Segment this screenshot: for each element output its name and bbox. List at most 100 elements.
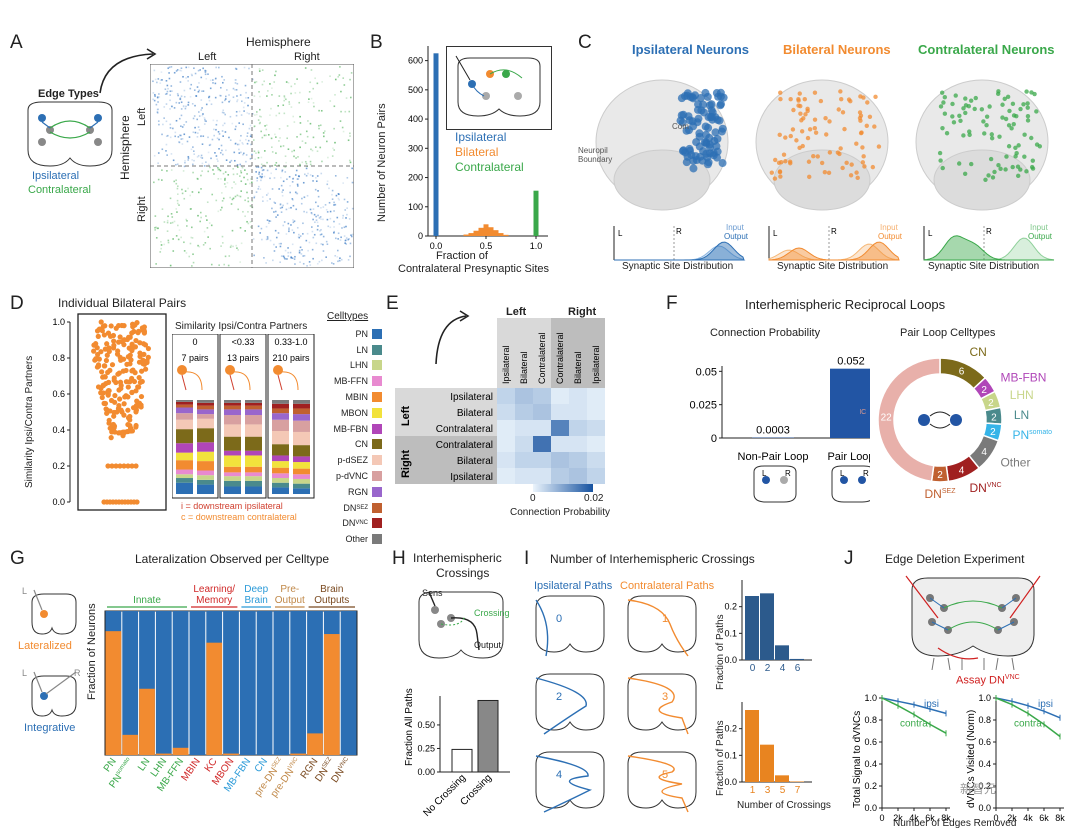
matrix-cell	[266, 161, 268, 164]
neuron-blob	[802, 97, 807, 102]
neuron-blob	[1022, 132, 1027, 137]
matrix-cell	[207, 163, 210, 166]
matrix-cell	[212, 79, 214, 81]
matrix-cell	[345, 239, 347, 242]
matrix-cell	[320, 228, 322, 231]
d-celltype-legend: PN LN LHN MB-FFN MBIN MBON MB-FBN CN p-dSEZ p-dVN…	[322, 326, 382, 547]
e-heat-cell	[551, 404, 569, 420]
matrix-cell	[275, 216, 277, 218]
d-stack-segment	[176, 478, 193, 483]
matrix-cell	[266, 219, 269, 221]
matrix-cell	[193, 159, 195, 162]
d-bin-label: <0.33	[232, 337, 255, 347]
b-xtick-label: 1.0	[530, 241, 543, 251]
matrix-cell	[175, 70, 178, 72]
matrix-cell	[278, 112, 281, 115]
matrix-cell	[178, 117, 181, 120]
matrix-cell	[231, 122, 234, 125]
matrix-cell	[221, 75, 223, 78]
celltype-legend-row: p-dVNC	[322, 468, 382, 484]
g-integrative-bar	[189, 611, 206, 755]
matrix-cell	[301, 249, 303, 251]
matrix-cell	[183, 197, 186, 200]
matrix-cell	[329, 217, 332, 220]
matrix-cell	[165, 103, 168, 105]
matrix-cell	[185, 121, 188, 123]
neuron-blob	[979, 107, 985, 112]
matrix-cell	[281, 206, 284, 209]
d-swarm-dot	[102, 346, 108, 352]
g-integrative-bar	[273, 611, 290, 755]
matrix-cell	[218, 66, 220, 69]
neuron-blob	[1002, 96, 1007, 102]
d-stack-segment	[245, 486, 262, 494]
neuron-blob	[713, 153, 722, 162]
matrix-cell	[258, 108, 261, 111]
neuron-blob	[876, 144, 882, 149]
neuron-blob	[701, 122, 710, 131]
matrix-cell	[189, 95, 192, 98]
matrix-cell	[207, 170, 210, 173]
e-heat-cell	[569, 468, 587, 484]
matrix-cell	[168, 77, 171, 80]
matrix-cell	[334, 141, 336, 144]
matrix-cell	[226, 181, 229, 184]
celltype-legend-row: MB-FFN	[322, 373, 382, 389]
matrix-cell	[167, 215, 169, 218]
matrix-cell	[204, 118, 206, 121]
celltype-legend-row: p-dSEZ	[322, 452, 382, 468]
matrix-cell	[285, 81, 288, 83]
d-bin-frame	[219, 334, 267, 499]
matrix-cell	[207, 236, 209, 238]
matrix-cell	[261, 196, 264, 198]
d-swarm-dot	[101, 332, 107, 338]
d-stack-segment	[245, 466, 262, 473]
e-heat-cell	[533, 404, 551, 420]
matrix-cell	[315, 219, 318, 222]
matrix-cell	[177, 136, 180, 138]
matrix-cell	[241, 142, 244, 144]
matrix-cell	[234, 143, 237, 145]
matrix-cell	[310, 148, 312, 151]
neuron-blob	[953, 93, 958, 98]
matrix-left-label: Left	[198, 51, 217, 63]
g-lateralized-bar	[323, 634, 340, 755]
neuron-blob	[703, 92, 712, 101]
matrix-cell	[343, 84, 346, 86]
d-swarm-dot	[117, 334, 123, 340]
d-swarm-dot	[102, 323, 108, 329]
d-swarm-dot	[127, 361, 133, 367]
d-swarm-dot	[121, 401, 127, 407]
matrix-cell	[161, 208, 164, 210]
g-lateralized-bar	[223, 753, 239, 755]
matrix-cell	[294, 174, 297, 176]
matrix-cell	[210, 263, 213, 266]
j-title: Edge Deletion Experiment	[885, 552, 1025, 566]
d-swarm-dot	[139, 368, 145, 374]
neuron-blob	[1025, 113, 1031, 119]
neuron-blob	[801, 116, 806, 121]
matrix-cell	[314, 221, 316, 224]
d-swarm-dot	[143, 366, 149, 372]
matrix-cell	[351, 233, 354, 236]
matrix-cell	[153, 154, 156, 157]
d-stack-segment	[224, 402, 241, 406]
matrix-cell	[172, 238, 174, 240]
celltype-legend-label: p-dVNC	[335, 471, 368, 482]
matrix-cell	[177, 94, 179, 97]
matrix-cell	[333, 220, 335, 223]
matrix-cell	[259, 188, 262, 190]
matrix-cell	[217, 167, 219, 169]
i-ipsi-hist-ytick-label: 0.1	[724, 628, 737, 638]
matrix-cell	[250, 178, 252, 180]
matrix-cell	[284, 249, 287, 252]
d-swarm-dot	[136, 384, 142, 390]
matrix-cell	[184, 159, 186, 162]
d-swarm-dot	[130, 405, 137, 411]
matrix-cell	[307, 120, 309, 122]
matrix-cell	[339, 120, 342, 122]
i-ipsi-hist-ytick-label: 0.2	[724, 602, 737, 612]
matrix-cell	[312, 87, 315, 90]
matrix-cell	[325, 240, 328, 243]
j-visited-xtick-label: 8k	[1055, 813, 1065, 823]
